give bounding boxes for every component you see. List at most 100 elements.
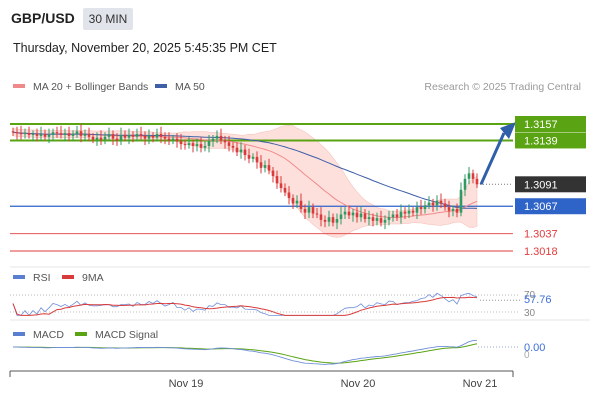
candle-body xyxy=(83,134,87,136)
rsi-current-value: 57.76 xyxy=(524,294,552,306)
candle-body xyxy=(459,189,463,213)
candle-body xyxy=(87,134,91,137)
candle-body xyxy=(123,134,127,138)
candle-body xyxy=(95,137,99,140)
macd-legend-label: MACD xyxy=(33,329,64,341)
candle-body xyxy=(155,134,159,138)
rsi-ma-legend-label: 9MA xyxy=(82,272,104,284)
candle-body xyxy=(475,178,479,185)
candle-body xyxy=(99,137,103,140)
candle-body xyxy=(175,138,179,142)
candle-body xyxy=(47,134,51,137)
candle-body xyxy=(415,207,419,213)
candle-body xyxy=(407,210,411,214)
time-axis-label: Nov 19 xyxy=(169,378,204,390)
candle-body xyxy=(339,214,343,220)
macd-current-value: 0.00 xyxy=(524,342,545,354)
candle-body xyxy=(371,217,375,221)
candle-body xyxy=(411,210,415,213)
candle-body xyxy=(263,165,267,168)
price-tags: 1.3157 1.3139 1.3091 1.3067 1.3037 1.3018 xyxy=(515,116,586,258)
candle-body xyxy=(143,135,147,139)
ma20-legend-swatch xyxy=(13,84,25,88)
candle-body xyxy=(223,140,227,143)
candle-body xyxy=(219,135,223,141)
level-1-3157-tag xyxy=(515,116,586,132)
candle-body xyxy=(251,156,255,159)
bollinger-bands xyxy=(12,124,478,238)
candle-body xyxy=(151,135,155,138)
candle-body xyxy=(463,178,467,190)
candle-body xyxy=(323,219,327,222)
rsi-ma-legend-swatch xyxy=(62,275,74,279)
candle-body xyxy=(43,134,47,137)
candle-body xyxy=(467,173,471,179)
candle-body xyxy=(243,149,247,156)
credit-label: Research © 2025 Trading Central xyxy=(424,81,581,93)
candle-body xyxy=(91,136,95,140)
candle-body xyxy=(319,214,323,220)
moving-averages xyxy=(12,131,478,219)
candle-body xyxy=(335,219,339,223)
candle-body xyxy=(203,145,207,148)
candle-body xyxy=(171,138,175,141)
level-1-3139-tag xyxy=(515,132,586,149)
candle-body xyxy=(183,144,187,146)
candle-body xyxy=(311,207,315,214)
ma50-legend-label: MA 50 xyxy=(175,81,205,93)
candle-body xyxy=(271,170,275,177)
macd-signal-legend-swatch xyxy=(75,332,87,336)
level-1-3157-label: 1.3157 xyxy=(524,119,558,131)
candle-body xyxy=(163,136,167,139)
rsi-ma-line xyxy=(12,296,478,316)
candle-body xyxy=(115,138,119,141)
candle-body xyxy=(347,211,351,216)
level-1-3067-label: 1.3067 xyxy=(524,201,558,213)
macd-signal-line xyxy=(13,343,478,364)
ma20-legend-label: MA 20 + Bollinger Bands xyxy=(33,81,148,93)
candle-body xyxy=(447,207,451,211)
candle-body xyxy=(231,145,235,148)
macd-line xyxy=(12,339,478,365)
candle-body xyxy=(103,136,107,140)
candle-body xyxy=(307,207,311,213)
candle-body xyxy=(359,213,363,218)
macd-tick-0: 0 xyxy=(524,350,530,361)
candle-body xyxy=(67,133,71,136)
candle-body xyxy=(471,173,475,179)
candle-body xyxy=(255,156,259,163)
rsi-legend-label: RSI xyxy=(33,272,51,284)
candle-body xyxy=(283,187,287,193)
candle-body xyxy=(111,134,115,139)
candle-body xyxy=(403,211,407,214)
candle-body xyxy=(79,131,83,136)
candle-body xyxy=(19,133,23,135)
candle-body xyxy=(327,217,331,222)
rsi-lines xyxy=(12,292,520,317)
rsi-legend-swatch xyxy=(13,275,25,279)
candle-body xyxy=(443,203,447,208)
main-legend: MA 20 + Bollinger Bands MA 50 Research ©… xyxy=(13,81,581,93)
candle-body xyxy=(287,192,291,199)
candle-body xyxy=(383,219,387,223)
rsi-legend: RSI 9MA xyxy=(13,272,104,284)
macd-legend-swatch xyxy=(13,332,25,336)
bollinger-band-area xyxy=(12,124,478,238)
level-1-3067-tag xyxy=(515,198,586,215)
candle-body xyxy=(23,133,27,135)
candle-body xyxy=(31,134,35,136)
candle-body xyxy=(391,214,395,218)
forecast-arrow-shaft xyxy=(479,132,506,185)
candle-body xyxy=(367,217,371,220)
candle-body xyxy=(239,149,243,153)
candle-body xyxy=(211,138,215,142)
level-1-3091-tag xyxy=(515,176,586,193)
level-1-3018-label: 1.3018 xyxy=(524,246,558,258)
level-1-3139-label: 1.3139 xyxy=(524,135,558,147)
candle-body xyxy=(167,138,171,141)
candle-body xyxy=(331,217,335,223)
timeframe-button[interactable]: 30 MIN xyxy=(83,8,133,30)
candle-body xyxy=(399,211,403,218)
candle-body xyxy=(227,142,231,146)
